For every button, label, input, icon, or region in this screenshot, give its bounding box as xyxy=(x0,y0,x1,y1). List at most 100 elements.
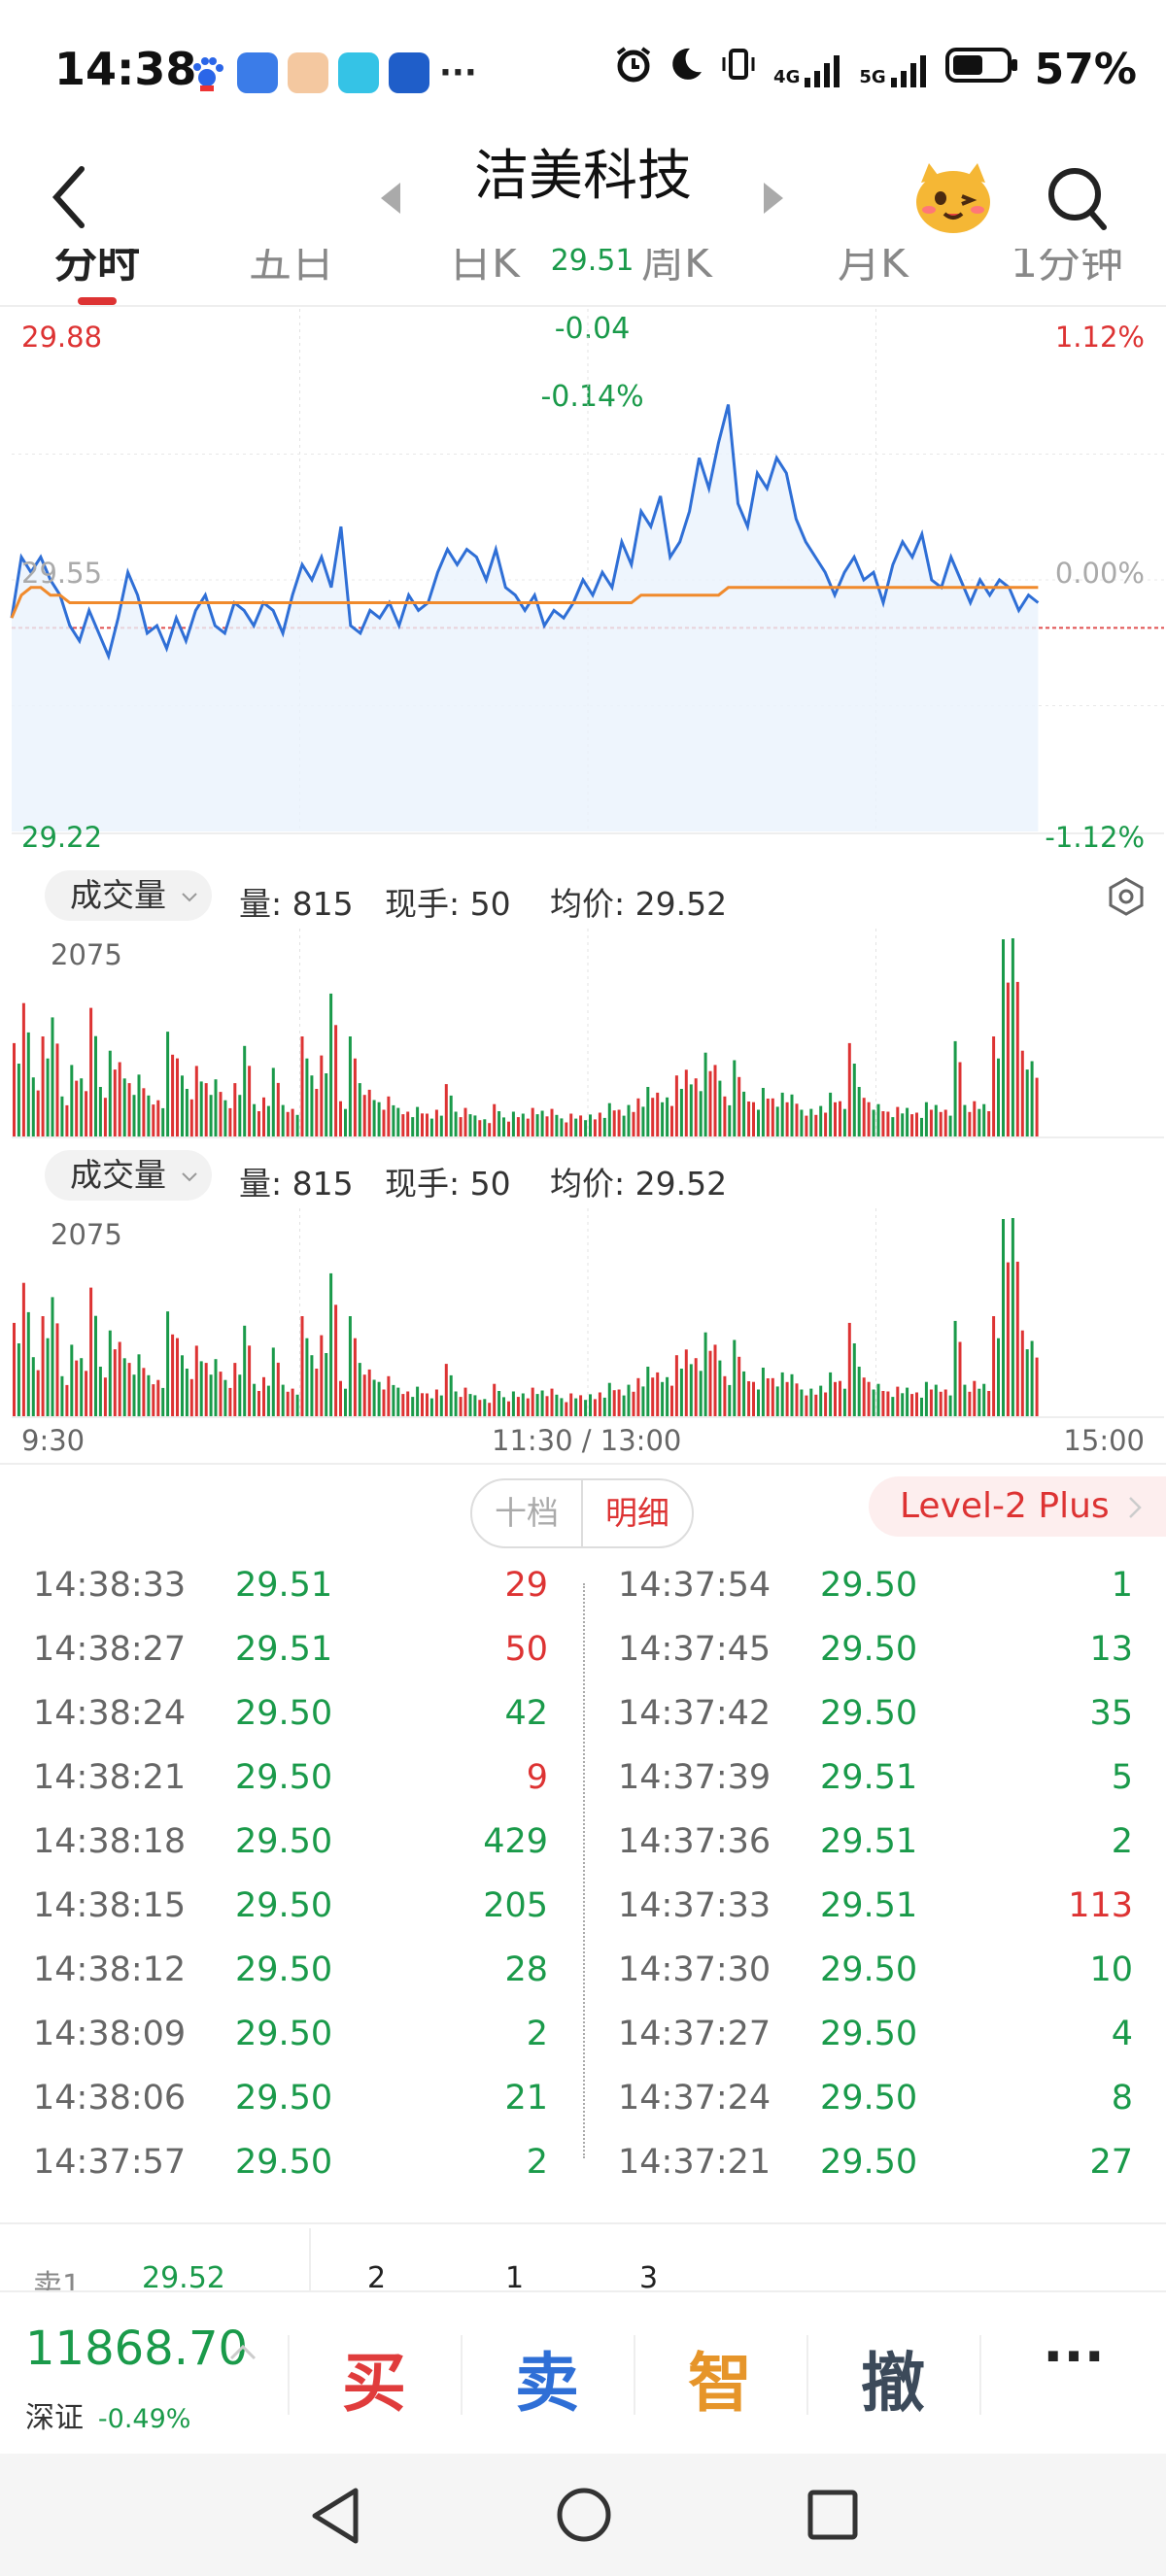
prev-stock-button[interactable] xyxy=(377,181,404,220)
volume-bar xyxy=(468,1394,472,1416)
next-stock-button[interactable] xyxy=(760,181,787,220)
tick-row: 14:38:18 29.50 429 xyxy=(33,1822,558,1886)
tab-one-minute[interactable]: 1分钟 xyxy=(1011,249,1123,288)
volume-bar xyxy=(305,1058,309,1136)
volume-bar xyxy=(152,1384,155,1416)
cancel-order-button[interactable]: 撤 xyxy=(861,2346,925,2421)
volume-bar xyxy=(934,1384,938,1416)
tick-volume: 8 xyxy=(1111,2079,1133,2118)
settings-hex-icon[interactable] xyxy=(1106,876,1147,925)
volume-bar xyxy=(444,1084,448,1136)
volume-bar xyxy=(238,1095,242,1136)
tab-five-day[interactable]: 五日 xyxy=(249,249,334,288)
volume-bar xyxy=(632,1111,635,1136)
smart-button[interactable]: 智 xyxy=(688,2346,752,2421)
tick-volume: 4 xyxy=(1111,2015,1133,2053)
volume-bar xyxy=(243,1325,247,1416)
volume-bar xyxy=(325,1353,328,1416)
volume-bar xyxy=(401,1114,405,1136)
tick-row: 14:37:30 29.50 10 xyxy=(618,1950,1143,2015)
volume-bar xyxy=(775,1386,779,1416)
tick-volume: 1 xyxy=(1111,1566,1133,1605)
volume-bar xyxy=(401,1394,405,1416)
tab-intraday[interactable]: 分时 xyxy=(54,249,140,288)
volume-bar xyxy=(507,1401,510,1416)
index-value[interactable]: 11868.70 xyxy=(25,2322,249,2376)
tick-price: 29.50 xyxy=(820,1694,918,1733)
volume-bar xyxy=(429,1118,433,1136)
tick-volume: 28 xyxy=(504,1950,548,1989)
volume-bar xyxy=(982,1383,986,1416)
volume-bar xyxy=(223,1379,227,1416)
notification-icons: ··· xyxy=(187,52,477,93)
volume-bar xyxy=(334,1025,338,1137)
sell-button[interactable]: 卖 xyxy=(515,2346,579,2421)
volume-bar xyxy=(137,1354,141,1417)
volume-bar xyxy=(406,1111,410,1136)
tick-price: 29.50 xyxy=(820,2015,918,2053)
volume-bar xyxy=(958,1062,962,1136)
volume-bar xyxy=(473,1115,477,1136)
index-change: -0.49% xyxy=(97,2404,191,2434)
tab-ten-level[interactable]: 十档 xyxy=(470,1478,583,1548)
system-status: 4G 5G 57% xyxy=(614,45,1137,94)
tick-volume: 2 xyxy=(1111,1822,1133,1861)
more-button[interactable]: ··· xyxy=(1043,2325,1105,2389)
volume-bar xyxy=(348,1316,352,1416)
volume-bar xyxy=(555,1394,559,1416)
volume-bar xyxy=(1015,981,1019,1136)
tab-detail[interactable]: 明细 xyxy=(581,1478,694,1548)
tick-row: 14:37:39 29.51 5 xyxy=(618,1758,1143,1822)
volume-bar xyxy=(939,1111,943,1136)
tab-daily-k[interactable]: 日K xyxy=(449,249,520,288)
sell1-qty-a: 2 xyxy=(367,2261,387,2290)
intraday-price-chart[interactable] xyxy=(0,307,1166,859)
volume-bar xyxy=(142,1088,146,1136)
volume-bar xyxy=(344,1388,347,1416)
volume-bar xyxy=(829,1372,833,1416)
volume-bar xyxy=(75,1360,79,1416)
volume-bar xyxy=(761,1088,765,1136)
volume-bar xyxy=(204,1083,208,1136)
volume-chart-2[interactable] xyxy=(0,1208,1166,1422)
tick-time: 14:38:33 xyxy=(33,1566,187,1605)
volume-bar xyxy=(17,1064,20,1136)
indicator-selector-1[interactable]: 成交量 xyxy=(45,870,212,921)
tick-time: 14:37:54 xyxy=(618,1566,772,1605)
mascot-icon[interactable] xyxy=(911,157,995,239)
volume-bar xyxy=(199,1081,203,1136)
volume-bar xyxy=(194,1066,198,1136)
volume-bar xyxy=(60,1096,64,1136)
x-axis-end: 15:00 xyxy=(1063,1424,1145,1457)
volume-bar xyxy=(137,1074,141,1137)
volume-bar xyxy=(60,1375,64,1416)
volume-bar xyxy=(651,1377,655,1416)
indicator-selector-2[interactable]: 成交量 xyxy=(45,1150,212,1201)
nav-home-icon[interactable] xyxy=(556,2487,612,2547)
volume-bar xyxy=(733,1339,737,1416)
volume-bar xyxy=(329,1272,333,1416)
tab-monthly-k[interactable]: 月K xyxy=(838,249,909,288)
back-button[interactable] xyxy=(51,165,89,233)
volume-bar xyxy=(421,1113,424,1136)
nav-back-icon[interactable] xyxy=(309,2487,361,2549)
volume-bar xyxy=(329,993,333,1136)
header-divider xyxy=(0,305,1166,307)
level2-plus-button[interactable]: Level-2 Plus xyxy=(869,1476,1166,1537)
stock-change: -0.04 xyxy=(554,312,631,346)
volume-chart-1[interactable] xyxy=(0,929,1166,1142)
avg-price-line xyxy=(10,586,1039,619)
buy-button[interactable]: 买 xyxy=(342,2346,406,2421)
tick-row: 14:37:42 29.50 35 xyxy=(618,1694,1143,1758)
signal-5g-icon: 5G xyxy=(859,52,929,87)
vol-label-2: 量: 815 xyxy=(239,1165,354,1203)
sell1-qty-b: 1 xyxy=(505,2261,525,2290)
volume-bar xyxy=(670,1385,673,1416)
volume-bar xyxy=(992,1036,996,1136)
nav-recents-icon[interactable] xyxy=(806,2489,859,2545)
search-icon[interactable] xyxy=(1046,163,1110,235)
volume-bar xyxy=(507,1121,510,1136)
volume-bar xyxy=(94,1315,97,1416)
volume-bar xyxy=(641,1386,645,1416)
tab-weekly-k[interactable]: 周K xyxy=(641,249,712,288)
